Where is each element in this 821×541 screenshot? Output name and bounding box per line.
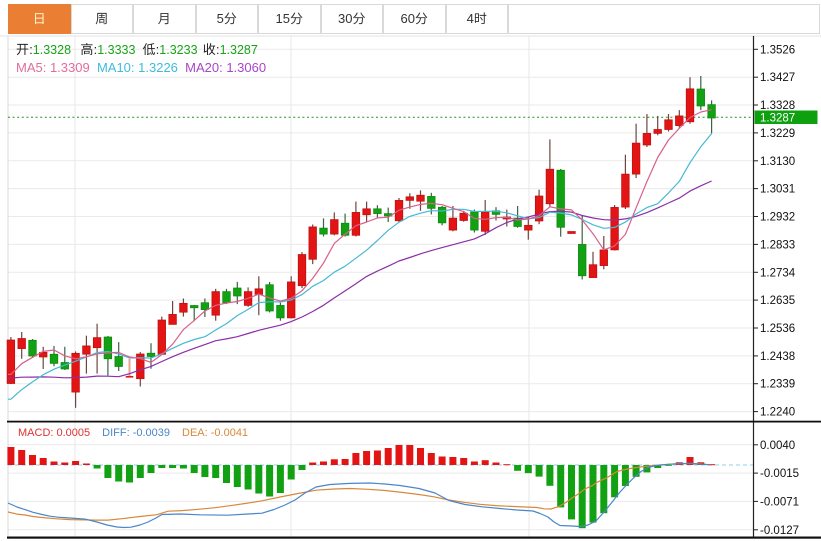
svg-text:1.2635: 1.2635 — [760, 295, 795, 307]
svg-text:-0.0127: -0.0127 — [760, 525, 799, 537]
svg-text:1.2734: 1.2734 — [760, 267, 796, 279]
svg-text:0.0040: 0.0040 — [760, 440, 795, 452]
svg-text:1.3130: 1.3130 — [760, 156, 795, 168]
svg-text:1.3229: 1.3229 — [760, 128, 795, 140]
svg-text:1.2833: 1.2833 — [760, 239, 795, 251]
svg-text:1.3526: 1.3526 — [760, 44, 795, 56]
svg-text:-0.0015: -0.0015 — [760, 468, 799, 480]
svg-text:1.2438: 1.2438 — [760, 351, 795, 363]
svg-text:-0.0071: -0.0071 — [760, 496, 799, 508]
svg-text:1.3328: 1.3328 — [760, 100, 795, 112]
svg-text:1.3031: 1.3031 — [760, 184, 795, 196]
svg-text:1.2932: 1.2932 — [760, 212, 795, 224]
svg-text:1.2536: 1.2536 — [760, 323, 795, 335]
svg-text:1.3427: 1.3427 — [760, 72, 795, 84]
svg-text:1.2240: 1.2240 — [760, 407, 795, 419]
svg-text:1.3287: 1.3287 — [760, 113, 795, 125]
svg-text:1.2339: 1.2339 — [760, 379, 795, 391]
